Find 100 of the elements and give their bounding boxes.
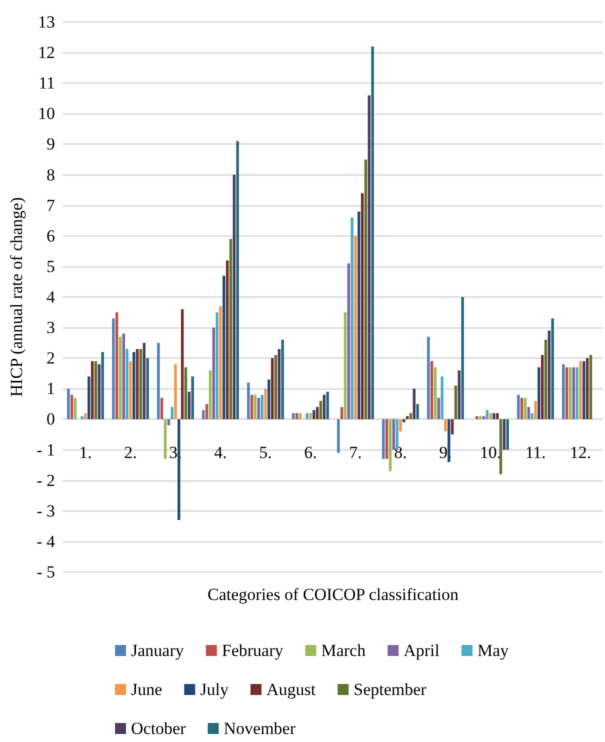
bar <box>409 413 412 420</box>
bar <box>461 297 464 420</box>
bar <box>337 419 340 453</box>
bar <box>576 367 578 420</box>
bar <box>517 394 520 420</box>
y-tick-label: 12 <box>38 43 55 62</box>
bar <box>226 260 229 420</box>
x-tick-label: 7. <box>349 443 362 462</box>
y-tick-label: - 3 <box>36 501 55 520</box>
bar <box>444 419 447 432</box>
bar <box>568 367 572 420</box>
bar <box>406 416 409 420</box>
bar <box>316 407 319 420</box>
bar <box>371 46 374 420</box>
bar <box>254 394 257 420</box>
bar <box>232 174 236 420</box>
bar <box>506 419 509 450</box>
bar <box>458 370 461 420</box>
bar <box>281 340 284 420</box>
y-tick-label: 13 <box>38 12 55 32</box>
bar <box>88 376 90 420</box>
bar <box>132 352 136 420</box>
bar <box>437 398 440 420</box>
bar <box>174 364 177 420</box>
bar <box>260 394 264 420</box>
bar <box>184 367 188 420</box>
bar <box>544 340 548 420</box>
bar <box>202 410 205 420</box>
bar <box>434 367 437 420</box>
x-axis-title: Categories of COICOP classification <box>207 585 460 604</box>
bar <box>399 419 402 432</box>
bar <box>129 361 132 420</box>
bar <box>402 419 406 422</box>
bar <box>164 419 167 459</box>
bar <box>208 370 212 420</box>
y-tick-label: 2 <box>46 348 55 368</box>
bar <box>450 419 454 434</box>
bar <box>520 398 524 420</box>
y-tick-label: - 4 <box>36 532 56 551</box>
bar <box>430 361 434 420</box>
bar <box>368 95 371 420</box>
bar <box>482 416 486 420</box>
x-tick-label: 5. <box>259 443 272 462</box>
y-tick-label: 11 <box>38 74 55 93</box>
y-tick-label: 7 <box>46 196 56 215</box>
y-tick-label: 9 <box>46 134 55 154</box>
bar <box>478 416 482 420</box>
bar <box>80 416 84 420</box>
x-tick-label: 6. <box>304 443 317 462</box>
x-tick-label: 12. <box>570 443 592 462</box>
bar <box>167 419 170 426</box>
bar <box>538 367 540 420</box>
bar <box>350 218 354 420</box>
bar <box>122 334 126 420</box>
bar <box>219 306 222 420</box>
bar <box>250 394 254 420</box>
bar <box>70 394 74 420</box>
legend-label: May <box>477 641 510 660</box>
bar <box>340 407 344 420</box>
bar <box>257 398 260 420</box>
y-tick-label: 1 <box>46 379 55 398</box>
bar <box>312 410 316 420</box>
x-tick-label: 4. <box>214 443 227 462</box>
bar <box>236 141 239 420</box>
bar <box>382 419 385 459</box>
bar <box>94 361 98 420</box>
bar <box>322 394 326 420</box>
bar <box>306 413 308 420</box>
bar <box>475 416 478 420</box>
bar <box>589 355 592 420</box>
legend-label: September <box>354 680 427 699</box>
legend-label: February <box>222 641 284 660</box>
bar <box>486 410 488 420</box>
bar <box>136 348 139 420</box>
bar <box>364 160 368 420</box>
y-tick-label: - 1 <box>36 440 55 460</box>
y-tick-label: - 2 <box>36 470 55 490</box>
bar <box>358 211 360 420</box>
bar <box>180 309 184 420</box>
bar <box>344 312 347 420</box>
y-tick-label: 5 <box>46 256 55 276</box>
bar <box>440 376 444 420</box>
bar <box>278 348 281 420</box>
bar <box>74 398 77 420</box>
bar <box>139 348 142 420</box>
bar <box>586 358 589 420</box>
bar <box>292 413 295 420</box>
bar <box>247 382 250 420</box>
x-tick-label: 2. <box>124 443 137 462</box>
bar <box>191 376 194 420</box>
bar <box>388 419 392 472</box>
bar <box>98 364 101 420</box>
bar <box>90 361 94 420</box>
bar <box>205 404 208 420</box>
bar <box>427 336 430 420</box>
bar <box>530 413 534 420</box>
bar <box>188 392 191 420</box>
bar <box>347 263 350 420</box>
bar <box>572 367 576 420</box>
bar <box>216 312 218 420</box>
